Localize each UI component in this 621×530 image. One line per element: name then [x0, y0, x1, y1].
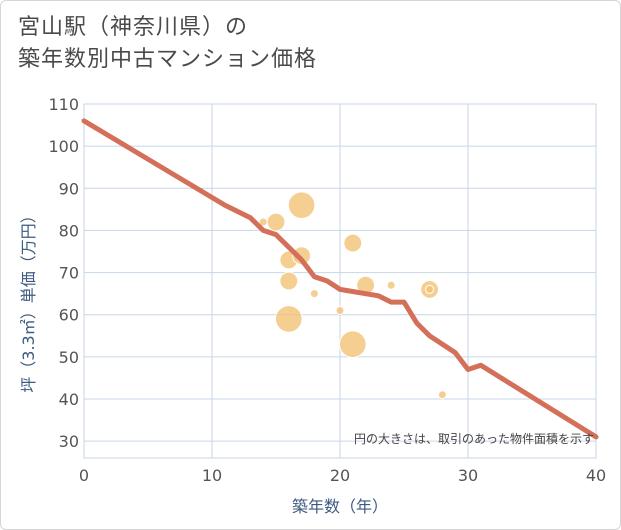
size-note: 円の大きさは、取引のあった物件面積を示す: [354, 431, 594, 446]
y-tick-label: 90: [59, 179, 79, 198]
data-bubble: [309, 289, 319, 299]
data-bubble: [274, 305, 303, 333]
chart-title-line2: 築年数別中古マンション価格: [18, 47, 318, 72]
data-bubble: [338, 330, 367, 359]
x-tick-label: 30: [458, 466, 478, 485]
y-tick-label: 80: [59, 221, 79, 240]
data-bubble: [425, 284, 435, 294]
y-tick-label: 110: [48, 95, 79, 114]
y-tick-label: 30: [59, 432, 79, 451]
tick-labels: 0 10 20 30 40 30 40 50 60 70 80 90 100 110: [48, 95, 606, 485]
x-axis-title: 築年数（年）: [292, 497, 388, 516]
data-bubble: [437, 390, 447, 400]
y-axis-title: 坪（3.3㎡）単価（万円）: [19, 207, 38, 392]
bubble-layer: [258, 191, 447, 400]
chart-title-line1: 宮山駅（神奈川県）の: [18, 15, 249, 40]
x-tick-label: 10: [202, 466, 222, 485]
y-tick-label: 60: [59, 306, 79, 325]
x-tick-label: 20: [330, 466, 350, 485]
data-bubble: [266, 212, 286, 232]
grid: [83, 103, 597, 459]
data-bubble: [258, 217, 268, 227]
y-tick-label: 40: [59, 390, 79, 409]
y-tick-label: 100: [48, 137, 79, 156]
trend-line: [81, 118, 599, 440]
x-tick-label: 40: [586, 466, 606, 485]
chart-title: 宮山駅（神奈川県）の 築年数別中古マンション価格: [18, 12, 317, 76]
y-tick-label: 50: [59, 348, 79, 367]
x-tick-label: 0: [79, 466, 89, 485]
data-bubble: [287, 191, 316, 219]
data-bubble: [279, 271, 299, 291]
y-tick-label: 70: [59, 264, 79, 283]
data-bubble: [292, 246, 312, 266]
data-bubble: [343, 233, 363, 253]
data-bubble: [386, 280, 396, 290]
data-bubble: [335, 306, 345, 315]
